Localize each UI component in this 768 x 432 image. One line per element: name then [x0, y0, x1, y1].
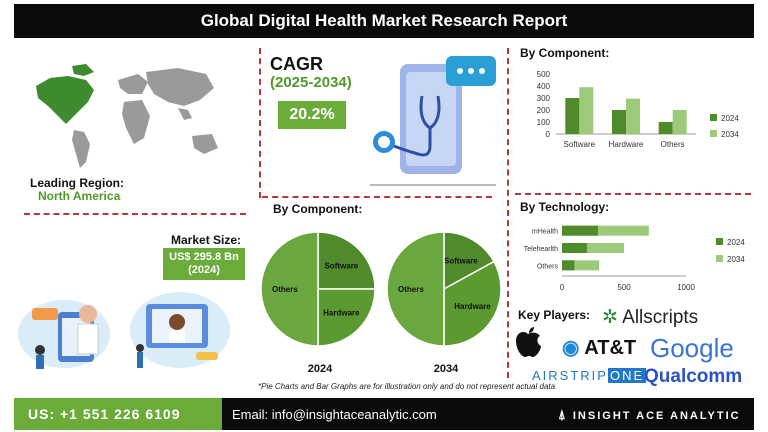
y-tick-label: Telehearlth [524, 246, 558, 253]
leading-region-label: Leading Region: [30, 176, 124, 190]
y-tick-label: 300 [537, 94, 551, 103]
pie-slice-others-2034 [386, 231, 445, 347]
footer-email[interactable]: Email: info@insightaceanalytic.com [232, 407, 437, 422]
pie-slice-hardware-2034 [443, 260, 502, 347]
pie-year-2024: 2024 [308, 363, 333, 375]
legend-label: 2034 [727, 255, 745, 264]
bar-telehearlth-2034 [562, 243, 624, 253]
technology-bar-chart: By Technology: mHealth Telehearlth Others 0… [520, 200, 745, 292]
pie-year-2034: 2034 [434, 363, 459, 375]
x-tick-label: 0 [560, 283, 565, 292]
bar-telehearlth-2024 [562, 243, 587, 253]
bar-hardware-2034 [626, 98, 640, 134]
qualcomm-logo: Qualcomm [644, 366, 743, 387]
bar-others-2024 [562, 260, 575, 271]
page-title: Global Digital Health Market Research Re… [14, 4, 754, 38]
disclaimer-note: *Pie Charts and Bar Graphs are for illus… [258, 382, 556, 391]
pie-label: Software [444, 257, 478, 266]
cagr-value: 20.2% [278, 101, 346, 129]
bar-others-2024 [658, 122, 673, 134]
y-tick-label: 100 [537, 118, 551, 127]
legend-swatch-2034 [710, 130, 717, 137]
divider [259, 48, 261, 198]
pie-slice-others-2024 [260, 231, 319, 347]
divider [507, 48, 509, 378]
y-tick-label: 0 [546, 130, 551, 139]
y-tick-label: Others [537, 263, 559, 270]
footer-brand: ⍋ INSIGHT ACE ANALYTIC [558, 407, 741, 422]
footer-bar: Email: info@insightaceanalytic.com ⍋ INS… [222, 398, 754, 430]
google-logo: Google [650, 333, 734, 363]
bar-software-2034 [579, 87, 594, 134]
world-map-icon [36, 64, 218, 168]
att-globe-icon: ◉ [562, 337, 580, 359]
bar-mhealth-2024 [562, 225, 598, 236]
market-size-box: US$ 295.8 Bn (2024) [163, 248, 245, 280]
phone-stethoscope-icon [370, 56, 496, 186]
legend-label: 2034 [721, 130, 739, 139]
allscripts-logo: ✲ Allscripts [602, 307, 699, 328]
att-logo: ◉ AT&T [562, 337, 637, 359]
pie-label: Others [398, 285, 424, 294]
brand-logo-icon: ⍋ [558, 407, 568, 422]
component-bar-chart: By Component: 0 100 200 300 400 500 Software Ha… [520, 46, 739, 149]
pie-label: Software [324, 262, 358, 271]
doctor-illustration-icon [18, 292, 230, 369]
x-tick-label: Hardware [609, 140, 644, 149]
key-players-label: Key Players: [518, 308, 591, 322]
market-size-value: US$ 295.8 Bn [169, 251, 239, 263]
bar-others-2034 [562, 260, 600, 271]
divider [262, 196, 492, 198]
pie-label: Hardware [323, 308, 360, 317]
footer-phone[interactable]: US: +1 551 226 6109 [14, 398, 222, 430]
legend-label: 2024 [727, 238, 745, 247]
market-size-label: Market Size: [171, 233, 242, 247]
y-tick-label: 400 [537, 82, 551, 91]
pie-section-title: By Component: [273, 202, 363, 216]
market-size-year: (2024) [188, 264, 220, 276]
divider [515, 193, 751, 195]
y-tick-label: 200 [537, 106, 551, 115]
legend-swatch-2034 [716, 255, 723, 262]
bar-software-2024 [565, 98, 580, 134]
pie-label: Hardware [454, 302, 491, 311]
divider [24, 213, 246, 215]
legend-swatch-2024 [716, 238, 723, 245]
allscripts-icon: ✲ [602, 307, 618, 328]
apple-logo-icon [516, 327, 541, 357]
cagr-label: CAGR [270, 54, 323, 74]
pie-slice-hardware-2024 [317, 288, 376, 347]
bar-others-2034 [672, 110, 687, 134]
leading-region-value: North America [38, 189, 121, 203]
pie-slice-software-2024 [317, 231, 376, 290]
x-tick-label: Software [564, 140, 596, 149]
bar-hardware-2024 [612, 110, 626, 134]
bar1-title: By Component: [520, 46, 609, 60]
airstrip-logo: AIRSTRIP ONE [532, 368, 647, 383]
y-tick-label: 500 [537, 70, 551, 79]
legend-label: 2024 [721, 114, 739, 123]
x-tick-label: 500 [617, 283, 631, 292]
bar2-title: By Technology: [520, 200, 609, 214]
pie-slice-software-2034 [443, 231, 495, 291]
legend-swatch-2024 [710, 114, 717, 121]
y-tick-label: mHealth [532, 229, 558, 236]
x-tick-label: Others [661, 140, 685, 149]
x-tick-label: 1000 [677, 283, 695, 292]
component-pie-charts: 2024 2034 Software Hardware Others Software… [260, 231, 502, 375]
cagr-period: (2025-2034) [270, 74, 352, 91]
pie-label: Others [272, 285, 298, 294]
bar-mhealth-2034 [562, 225, 649, 236]
